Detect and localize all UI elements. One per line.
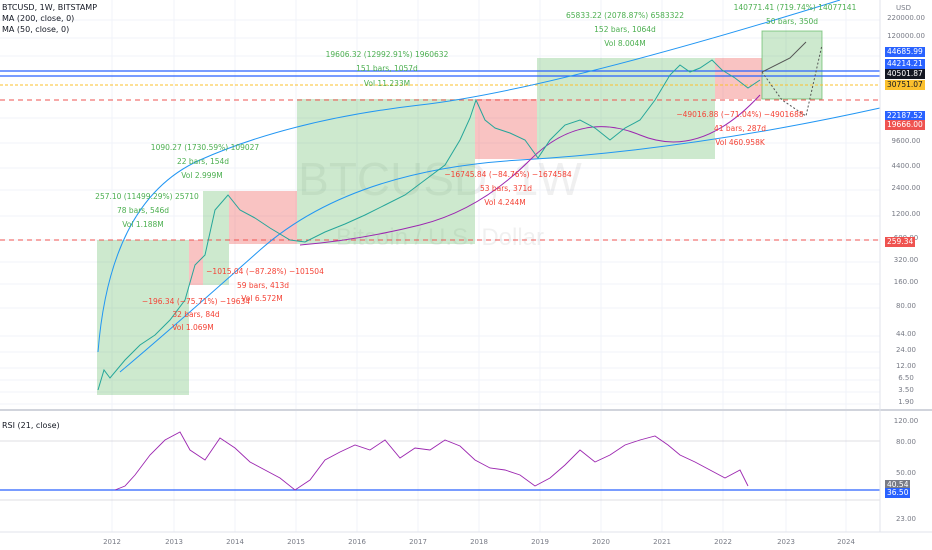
annot-down2-c: Vol 6.572M <box>241 294 283 303</box>
annot-down3-c: Vol 4.244M <box>484 198 526 207</box>
price-tag: 30751.07 <box>885 80 925 90</box>
year-label: 2023 <box>777 538 795 546</box>
price-tag: 40501.87 <box>885 69 925 79</box>
rsi-legend[interactable]: RSI (21, close) <box>2 421 60 430</box>
annot-up2-b: 22 bars, 154d <box>177 157 229 166</box>
annot-up2-a: 1090.27 (1730.59%) 109027 <box>151 143 260 152</box>
measure-box-up-2 <box>203 191 229 285</box>
price-tick: 44.00 <box>896 330 916 338</box>
annotations: 257.10 (11499.29%) 25710 78 bars, 546d V… <box>95 3 856 332</box>
year-label: 2024 <box>837 538 855 546</box>
measure-box-up-4 <box>537 58 715 159</box>
annot-up1-c: Vol 1.188M <box>122 220 164 229</box>
watermark-name: Bitcoin / U.S. Dollar <box>336 224 544 251</box>
annot-up3-b: 151 bars, 1057d <box>356 64 418 73</box>
rsi-tag: 40.54 <box>885 480 911 490</box>
price-tag: 22187.52 <box>885 111 925 121</box>
annot-up2-c: Vol 2.999M <box>181 171 223 180</box>
annot-up3-c: Vol 11.233M <box>364 79 410 88</box>
price-tag: 44214.21 <box>885 59 925 69</box>
annot-down1-b: 32 bars, 84d <box>172 310 220 319</box>
annot-down3-b: 53 bars, 371d <box>480 184 532 193</box>
price-tag: 19666.00 <box>885 120 925 130</box>
measure-boxes <box>97 30 823 395</box>
rsi-series <box>114 431 749 491</box>
year-label: 2017 <box>409 538 427 546</box>
price-tick: 4400.00 <box>892 162 921 170</box>
annot-up5-a: 140771.41 (719.74%) 14077141 <box>734 3 857 12</box>
rsi-tick: 50.00 <box>896 469 916 477</box>
price-tick: 9600.00 <box>892 137 921 145</box>
price-tick: 320.00 <box>894 256 919 264</box>
year-label: 2022 <box>714 538 732 546</box>
symbol-line[interactable]: BTCUSD, 1W, BITSTAMP <box>2 3 98 12</box>
measure-box-up-3 <box>297 99 475 244</box>
annot-down2-a: −1015.04 (−87.28%) −101504 <box>206 267 324 276</box>
rsi-pane <box>0 431 880 501</box>
annot-up4-c: Vol 8.004M <box>604 39 646 48</box>
annot-up3-a: 19606.32 (12992.91%) 1960632 <box>326 50 449 59</box>
year-label: 2020 <box>592 538 610 546</box>
price-tag: 259.34 <box>885 237 916 247</box>
annot-down2-b: 59 bars, 413d <box>237 281 289 290</box>
rsi-axis[interactable]: 120.00 80.00 50.00 23.00 <box>894 417 919 523</box>
annot-up4-a: 65833.22 (2078.87%) 6583322 <box>566 11 684 20</box>
year-label: 2014 <box>226 538 244 546</box>
price-series <box>97 59 761 391</box>
price-tick: 80.00 <box>896 302 916 310</box>
chart-legend: BTCUSD, 1W, BITSTAMP MA (200, close, 0) … <box>2 2 97 35</box>
year-label: 2019 <box>531 538 549 546</box>
annot-down4-b: 41 bars, 287d <box>714 124 766 133</box>
price-tick: 2400.00 <box>892 184 921 192</box>
annot-up1-b: 78 bars, 546d <box>117 206 169 215</box>
price-tick: 24.00 <box>896 346 916 354</box>
year-label: 2018 <box>470 538 488 546</box>
annot-down4-c: Vol 460.958K <box>715 138 766 147</box>
price-tag: 44685.99 <box>885 47 925 57</box>
year-label: 2021 <box>653 538 671 546</box>
price-tick: 160.00 <box>894 278 919 286</box>
rsi-tick: 120.00 <box>894 417 919 425</box>
grid <box>0 0 880 532</box>
ma200-legend[interactable]: MA (200, close, 0) <box>2 14 75 23</box>
annot-down4-a: −49016.88 (−71.04%) −4901688 <box>676 110 803 119</box>
year-label: 2013 <box>165 538 183 546</box>
year-label: 2012 <box>103 538 121 546</box>
time-axis[interactable]: 2012 2013 2014 2015 2016 2017 2018 2019 2020 2021… <box>103 538 855 546</box>
price-tick: 220000.00 <box>887 14 925 22</box>
trend-channel <box>97 0 881 373</box>
price-tick: 6.50 <box>898 374 914 382</box>
price-tick: 1.90 <box>898 398 914 406</box>
price-tick: 120000.00 <box>887 32 925 40</box>
currency-label: USD <box>896 4 911 12</box>
annot-up4-b: 152 bars, 1064d <box>594 25 656 34</box>
ma50-legend[interactable]: MA (50, close, 0) <box>2 25 70 34</box>
price-levels <box>0 70 880 241</box>
price-tick: 1200.00 <box>892 210 921 218</box>
year-label: 2015 <box>287 538 305 546</box>
rsi-tick: 23.00 <box>896 515 916 523</box>
price-tick: 3.50 <box>898 386 914 394</box>
measure-box-up-5 <box>761 30 823 100</box>
watermark-symbol: BTCUSD, 1W <box>298 153 582 205</box>
measure-box-down-2 <box>229 191 297 244</box>
projection-lines <box>761 41 823 117</box>
year-label: 2016 <box>348 538 366 546</box>
ma-200-line <box>299 94 761 246</box>
measure-box-down-4 <box>715 58 762 99</box>
price-tick: 12.00 <box>896 362 916 370</box>
rsi-tick: 80.00 <box>896 438 916 446</box>
annot-up5-b: 50 bars, 350d <box>766 17 818 26</box>
rsi-tag: 36.50 <box>885 488 911 498</box>
measure-box-up-1 <box>97 240 189 395</box>
annot-down1-a: −196.34 (−75.71%) −19634 <box>142 297 250 306</box>
annot-down3-a: −16745.84 (−84.76%) −1674584 <box>444 170 571 179</box>
annot-down1-c: Vol 1.069M <box>172 323 214 332</box>
annot-up1-a: 257.10 (11499.29%) 25710 <box>95 192 199 201</box>
measure-box-down-3 <box>475 99 537 159</box>
